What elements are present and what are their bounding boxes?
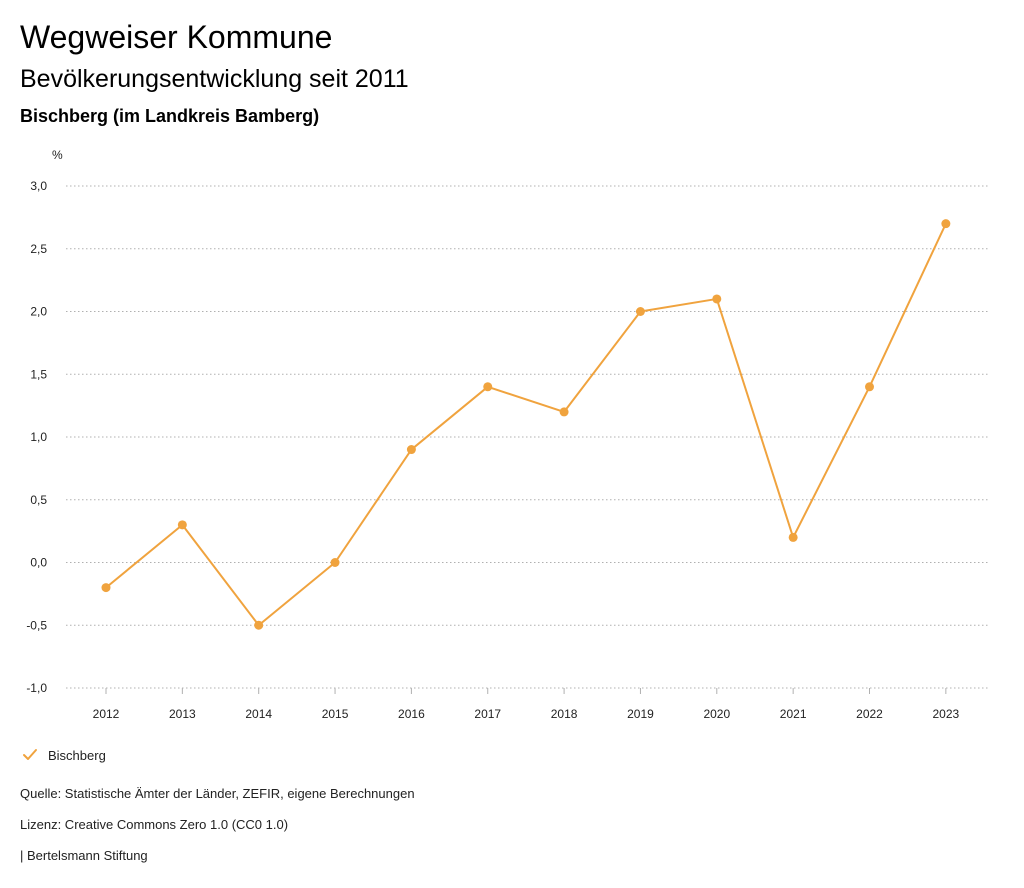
x-tick-label: 2014 [245,707,272,721]
x-tick-label: 2018 [551,707,578,721]
y-tick-label: -0,5 [26,618,47,632]
x-tick-label: 2023 [932,707,959,721]
y-tick-label: 0,5 [30,493,47,507]
data-point[interactable] [559,407,569,417]
chart-subtitle: Bevölkerungsentwicklung seit 2011 [20,65,409,93]
y-axis-unit-label: % [52,148,63,162]
license-note: Lizenz: Creative Commons Zero 1.0 (CC0 1… [20,817,289,832]
x-tick-label: 2012 [93,707,120,721]
x-tick-label: 2015 [322,707,349,721]
series-line-bischberg [105,223,947,627]
x-tick-label: 2013 [169,707,196,721]
x-tick-label: 2022 [856,707,883,721]
data-point[interactable] [941,219,951,229]
x-axis-ticks: 2012 2013 2014 2015 2016 2017 2018 2019 2020 2021… [93,688,960,721]
x-tick-label: 2021 [780,707,807,721]
x-tick-label: 2017 [474,707,501,721]
data-point[interactable] [635,307,645,316]
data-point[interactable] [177,520,187,530]
y-tick-label: 3,0 [30,179,47,193]
check-icon [23,749,37,760]
x-tick-label: 2016 [398,707,425,721]
y-tick-label: 0,0 [30,556,47,570]
y-tick-label: 1,0 [30,430,47,444]
data-point[interactable] [483,382,493,392]
y-tick-label: 2,5 [30,242,47,256]
chart-legend[interactable]: Bischberg [20,744,106,766]
y-tick-label: 2,0 [30,305,47,319]
region-label: Bischberg (im Landkreis Bamberg) [20,106,320,126]
grid-lines [66,185,990,689]
publisher-note: | Bertelsmann Stiftung [20,848,148,863]
data-point[interactable] [254,620,264,630]
data-point[interactable] [406,445,416,455]
data-point[interactable] [788,532,798,542]
data-point[interactable] [101,583,111,593]
legend-label-bischberg: Bischberg [48,747,106,763]
y-tick-label: -1,0 [26,681,47,695]
x-tick-label: 2020 [703,707,730,721]
line-chart: % -1,0 -0,5 0,0 0,5 1,0 1,5 2,0 2,5 3,0 2012 2013… [26,148,990,721]
y-tick-label: 1,5 [30,367,47,381]
series-layer [101,219,951,630]
x-tick-label: 2019 [627,707,654,721]
data-point[interactable] [865,382,874,392]
y-axis-ticks: -1,0 -0,5 0,0 0,5 1,0 1,5 2,0 2,5 3,0 [26,179,47,695]
data-point[interactable] [712,294,722,304]
data-point[interactable] [330,558,340,567]
page-title: Wegweiser Kommune [20,19,333,55]
source-note: Quelle: Statistische Ämter der Länder, Z… [20,786,415,801]
